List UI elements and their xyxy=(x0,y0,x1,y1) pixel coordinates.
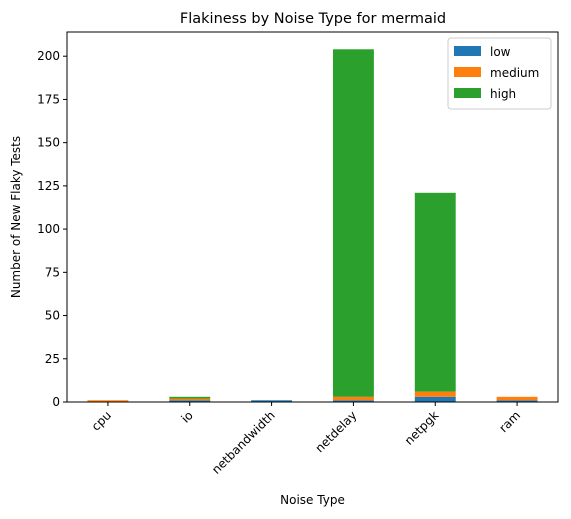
legend-label-high: high xyxy=(490,87,516,101)
x-tick-label-io: io xyxy=(178,408,195,425)
bar-low-ram xyxy=(496,400,538,402)
x-tick-label-ram: ram xyxy=(496,408,523,435)
bar-medium-io xyxy=(169,398,211,401)
bar-low-netdelay xyxy=(332,400,374,402)
y-tick-label: 100 xyxy=(37,222,60,236)
bar-high-netdelay xyxy=(332,49,374,397)
y-tick-label: 200 xyxy=(37,49,60,63)
x-tick-label-netbandwidth: netbandwidth xyxy=(209,408,278,477)
x-tick-label-cpu: cpu xyxy=(89,408,114,433)
bar-medium-ram xyxy=(496,396,538,401)
y-tick-label: 175 xyxy=(37,92,60,106)
chart-title: Flakiness by Noise Type for mermaid xyxy=(180,11,446,27)
x-axis-label: Noise Type xyxy=(280,493,345,507)
x-tick-label-netpgk: netpgk xyxy=(402,408,442,448)
x-axis-ticks: cpu io netbandwidth netdelay netpgk ram xyxy=(89,402,523,477)
bar-high-netpgk xyxy=(414,192,456,392)
legend-label-low: low xyxy=(490,45,511,59)
y-tick-label: 75 xyxy=(45,265,60,279)
plot-frame xyxy=(66,31,559,403)
x-tick-label-netdelay: netdelay xyxy=(313,408,360,455)
legend-swatch-high xyxy=(454,88,481,98)
bar-medium-cpu xyxy=(87,400,129,402)
bar-low-netpgk xyxy=(414,396,456,402)
bars-group xyxy=(87,49,538,402)
legend-swatch-medium xyxy=(454,67,481,77)
bar-low-io xyxy=(169,400,211,402)
y-tick-label: 50 xyxy=(45,309,60,323)
legend-label-medium: medium xyxy=(490,66,539,80)
y-tick-label: 150 xyxy=(37,136,60,150)
bar-medium-netpgk xyxy=(414,391,456,397)
y-tick-label: 125 xyxy=(37,179,60,193)
y-axis-label: Number of New Flaky Tests xyxy=(9,136,23,298)
y-tick-label: 25 xyxy=(45,352,60,366)
bar-low-netbandwidth xyxy=(251,400,293,402)
bar-medium-netdelay xyxy=(332,396,374,401)
bar-high-io xyxy=(169,396,211,399)
legend: low medium high xyxy=(447,37,552,110)
y-tick-label: 0 xyxy=(52,395,60,409)
y-axis-ticks: 0 25 50 75 100 125 150 175 200 xyxy=(37,49,67,409)
legend-swatch-low xyxy=(454,46,481,56)
